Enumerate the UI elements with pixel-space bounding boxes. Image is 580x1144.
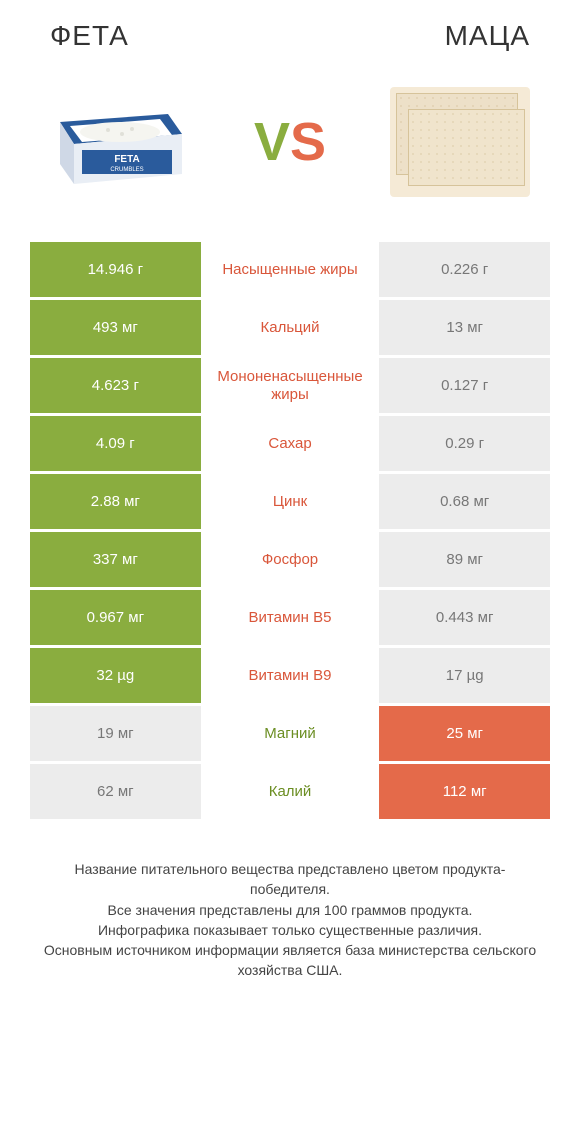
table-row: 0.967 мгВитамин B50.443 мг xyxy=(30,590,550,645)
table-row: 19 мгМагний25 мг xyxy=(30,706,550,761)
left-food-title: ФЕТА xyxy=(50,20,129,52)
left-value: 0.967 мг xyxy=(30,590,201,645)
left-value: 14.946 г xyxy=(30,242,201,297)
vs-v: V xyxy=(254,111,290,173)
footer-line: Инфографика показывает только существенн… xyxy=(40,920,540,940)
images-row: FETA CRUMBLES VS xyxy=(30,62,550,242)
nutrient-label: Насыщенные жиры xyxy=(201,242,380,297)
table-row: 14.946 гНасыщенные жиры0.226 г xyxy=(30,242,550,297)
table-row: 337 мгФосфор89 мг xyxy=(30,532,550,587)
nutrient-label: Витамин B5 xyxy=(201,590,380,645)
nutrient-label: Цинк xyxy=(201,474,380,529)
table-row: 4.623 гМононенасыщенные жиры0.127 г xyxy=(30,358,550,413)
nutrient-label: Фосфор xyxy=(201,532,380,587)
feta-image: FETA CRUMBLES xyxy=(40,72,200,212)
svg-text:CRUMBLES: CRUMBLES xyxy=(110,167,143,173)
footer-line: Основным источником информации является … xyxy=(40,940,540,981)
table-row: 32 µgВитамин B917 µg xyxy=(30,648,550,703)
footer-line: Все значения представлены для 100 граммо… xyxy=(40,900,540,920)
footer-line: Название питательного вещества представл… xyxy=(40,859,540,900)
left-value: 4.623 г xyxy=(30,358,201,413)
right-value: 13 мг xyxy=(379,300,550,355)
vs-label: VS xyxy=(254,111,326,173)
svg-text:FETA: FETA xyxy=(114,154,139,165)
right-value: 0.226 г xyxy=(379,242,550,297)
right-food-title: МАЦА xyxy=(445,20,530,52)
right-value: 17 µg xyxy=(379,648,550,703)
left-value: 2.88 мг xyxy=(30,474,201,529)
nutrient-label: Сахар xyxy=(201,416,380,471)
comparison-table: 14.946 гНасыщенные жиры0.226 г493 мгКаль… xyxy=(30,242,550,819)
left-value: 62 мг xyxy=(30,764,201,819)
nutrient-label: Кальций xyxy=(201,300,380,355)
nutrient-label: Калий xyxy=(201,764,380,819)
table-row: 2.88 мгЦинк0.68 мг xyxy=(30,474,550,529)
right-value: 0.68 мг xyxy=(379,474,550,529)
matza-image xyxy=(380,72,540,212)
right-value: 89 мг xyxy=(379,532,550,587)
footer-notes: Название питательного вещества представл… xyxy=(30,859,550,981)
right-value: 0.443 мг xyxy=(379,590,550,645)
right-value: 0.127 г xyxy=(379,358,550,413)
left-value: 32 µg xyxy=(30,648,201,703)
infographic-container: ФЕТА МАЦА FETA CRUMBLES xyxy=(0,0,580,1001)
nutrient-label: Мононенасыщенные жиры xyxy=(201,358,380,413)
left-value: 4.09 г xyxy=(30,416,201,471)
table-row: 62 мгКалий112 мг xyxy=(30,764,550,819)
nutrient-label: Магний xyxy=(201,706,380,761)
table-row: 4.09 гСахар0.29 г xyxy=(30,416,550,471)
right-value: 25 мг xyxy=(379,706,550,761)
left-value: 493 мг xyxy=(30,300,201,355)
vs-s: S xyxy=(290,111,326,173)
nutrient-label: Витамин B9 xyxy=(201,648,380,703)
table-row: 493 мгКальций13 мг xyxy=(30,300,550,355)
right-value: 112 мг xyxy=(379,764,550,819)
header-row: ФЕТА МАЦА xyxy=(30,20,550,62)
right-value: 0.29 г xyxy=(379,416,550,471)
left-value: 19 мг xyxy=(30,706,201,761)
left-value: 337 мг xyxy=(30,532,201,587)
